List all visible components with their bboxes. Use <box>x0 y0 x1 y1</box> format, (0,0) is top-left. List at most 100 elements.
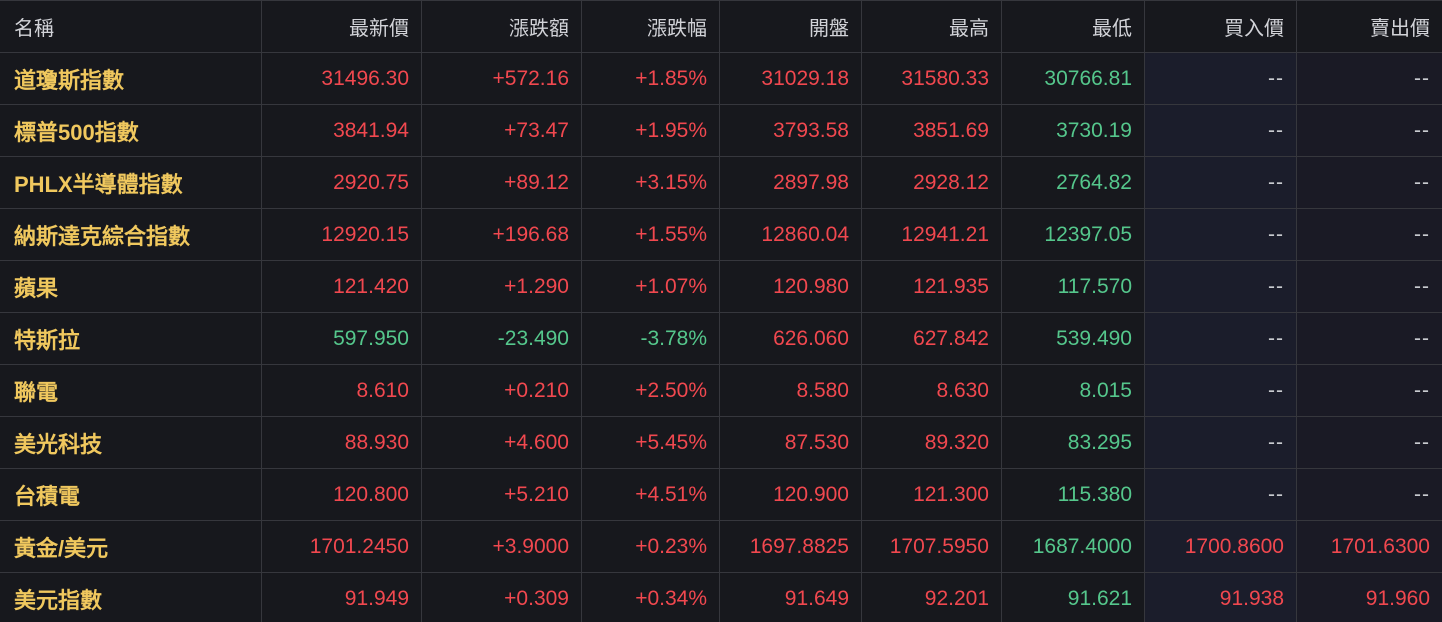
quote-row[interactable]: 台積電 120.800 +5.210 +4.51% 120.900 121.30… <box>0 469 1442 521</box>
cell-name: 蘋果 <box>0 261 262 313</box>
column-header-change-amount: 漲跌額 <box>422 1 582 53</box>
cell-ask-price: -- <box>1297 261 1442 313</box>
cell-change-percent: +1.55% <box>582 209 720 261</box>
cell-high: 627.842 <box>862 313 1002 365</box>
cell-change-amount: +572.16 <box>422 53 582 105</box>
cell-open: 8.580 <box>720 365 862 417</box>
cell-name: 道瓊斯指數 <box>0 53 262 105</box>
column-header-high: 最高 <box>862 1 1002 53</box>
cell-change-percent: +2.50% <box>582 365 720 417</box>
cell-bid-price: -- <box>1145 261 1297 313</box>
cell-ask-price: -- <box>1297 105 1442 157</box>
cell-low: 2764.82 <box>1002 157 1145 209</box>
cell-low: 91.621 <box>1002 573 1145 622</box>
cell-open: 91.649 <box>720 573 862 622</box>
cell-change-amount: +3.9000 <box>422 521 582 573</box>
cell-bid-price: -- <box>1145 209 1297 261</box>
cell-last-price: 91.949 <box>262 573 422 622</box>
cell-low: 115.380 <box>1002 469 1145 521</box>
cell-high: 121.935 <box>862 261 1002 313</box>
cell-high: 3851.69 <box>862 105 1002 157</box>
cell-ask-price: -- <box>1297 365 1442 417</box>
cell-low: 8.015 <box>1002 365 1145 417</box>
cell-bid-price: -- <box>1145 417 1297 469</box>
cell-open: 87.530 <box>720 417 862 469</box>
quote-row[interactable]: 美光科技 88.930 +4.600 +5.45% 87.530 89.320 … <box>0 417 1442 469</box>
table-body: 道瓊斯指數 31496.30 +572.16 +1.85% 31029.18 3… <box>0 53 1442 622</box>
cell-bid-price: 91.938 <box>1145 573 1297 622</box>
quote-row[interactable]: 標普500指數 3841.94 +73.47 +1.95% 3793.58 38… <box>0 105 1442 157</box>
cell-change-amount: +0.210 <box>422 365 582 417</box>
cell-bid-price: -- <box>1145 313 1297 365</box>
cell-change-amount: +1.290 <box>422 261 582 313</box>
cell-high: 2928.12 <box>862 157 1002 209</box>
cell-low: 12397.05 <box>1002 209 1145 261</box>
table-header-row: 名稱 最新價 漲跌額 漲跌幅 開盤 最高 最低 買入價 賣出價 <box>0 1 1442 53</box>
cell-change-amount: -23.490 <box>422 313 582 365</box>
cell-change-percent: +0.23% <box>582 521 720 573</box>
cell-low: 1687.4000 <box>1002 521 1145 573</box>
cell-ask-price: -- <box>1297 157 1442 209</box>
quote-row[interactable]: 聯電 8.610 +0.210 +2.50% 8.580 8.630 8.015… <box>0 365 1442 417</box>
column-header-low: 最低 <box>1002 1 1145 53</box>
cell-name: 納斯達克綜合指數 <box>0 209 262 261</box>
cell-high: 12941.21 <box>862 209 1002 261</box>
cell-open: 2897.98 <box>720 157 862 209</box>
quote-row[interactable]: 美元指數 91.949 +0.309 +0.34% 91.649 92.201 … <box>0 573 1442 622</box>
cell-name: 特斯拉 <box>0 313 262 365</box>
column-header-change-percent: 漲跌幅 <box>582 1 720 53</box>
cell-open: 1697.8825 <box>720 521 862 573</box>
cell-last-price: 12920.15 <box>262 209 422 261</box>
cell-ask-price: -- <box>1297 313 1442 365</box>
cell-low: 117.570 <box>1002 261 1145 313</box>
quote-row[interactable]: 納斯達克綜合指數 12920.15 +196.68 +1.55% 12860.0… <box>0 209 1442 261</box>
cell-high: 8.630 <box>862 365 1002 417</box>
cell-change-amount: +4.600 <box>422 417 582 469</box>
cell-last-price: 120.800 <box>262 469 422 521</box>
cell-high: 31580.33 <box>862 53 1002 105</box>
cell-change-percent: +5.45% <box>582 417 720 469</box>
column-header-bid-price: 買入價 <box>1145 1 1297 53</box>
cell-ask-price: 1701.6300 <box>1297 521 1442 573</box>
quote-row[interactable]: 蘋果 121.420 +1.290 +1.07% 120.980 121.935… <box>0 261 1442 313</box>
cell-change-percent: +4.51% <box>582 469 720 521</box>
cell-change-percent: -3.78% <box>582 313 720 365</box>
cell-ask-price: -- <box>1297 209 1442 261</box>
cell-bid-price: -- <box>1145 53 1297 105</box>
cell-change-amount: +89.12 <box>422 157 582 209</box>
cell-open: 626.060 <box>720 313 862 365</box>
cell-change-amount: +73.47 <box>422 105 582 157</box>
cell-last-price: 8.610 <box>262 365 422 417</box>
cell-high: 89.320 <box>862 417 1002 469</box>
column-header-ask-price: 賣出價 <box>1297 1 1442 53</box>
cell-high: 92.201 <box>862 573 1002 622</box>
cell-last-price: 3841.94 <box>262 105 422 157</box>
cell-last-price: 121.420 <box>262 261 422 313</box>
column-header-last-price: 最新價 <box>262 1 422 53</box>
quote-row[interactable]: 特斯拉 597.950 -23.490 -3.78% 626.060 627.8… <box>0 313 1442 365</box>
cell-open: 31029.18 <box>720 53 862 105</box>
cell-bid-price: -- <box>1145 469 1297 521</box>
column-header-name: 名稱 <box>0 1 262 53</box>
cell-bid-price: -- <box>1145 157 1297 209</box>
cell-change-percent: +1.95% <box>582 105 720 157</box>
cell-name: 台積電 <box>0 469 262 521</box>
quote-row[interactable]: 黃金/美元 1701.2450 +3.9000 +0.23% 1697.8825… <box>0 521 1442 573</box>
cell-name: 美光科技 <box>0 417 262 469</box>
cell-change-amount: +5.210 <box>422 469 582 521</box>
cell-name: 標普500指數 <box>0 105 262 157</box>
cell-last-price: 597.950 <box>262 313 422 365</box>
cell-last-price: 1701.2450 <box>262 521 422 573</box>
cell-open: 120.980 <box>720 261 862 313</box>
cell-ask-price: -- <box>1297 53 1442 105</box>
cell-name: 黃金/美元 <box>0 521 262 573</box>
cell-last-price: 31496.30 <box>262 53 422 105</box>
cell-change-percent: +0.34% <box>582 573 720 622</box>
cell-bid-price: 1700.8600 <box>1145 521 1297 573</box>
quote-row[interactable]: 道瓊斯指數 31496.30 +572.16 +1.85% 31029.18 3… <box>0 53 1442 105</box>
cell-name: PHLX半導體指數 <box>0 157 262 209</box>
quote-row[interactable]: PHLX半導體指數 2920.75 +89.12 +3.15% 2897.98 … <box>0 157 1442 209</box>
cell-change-percent: +1.07% <box>582 261 720 313</box>
cell-high: 1707.5950 <box>862 521 1002 573</box>
